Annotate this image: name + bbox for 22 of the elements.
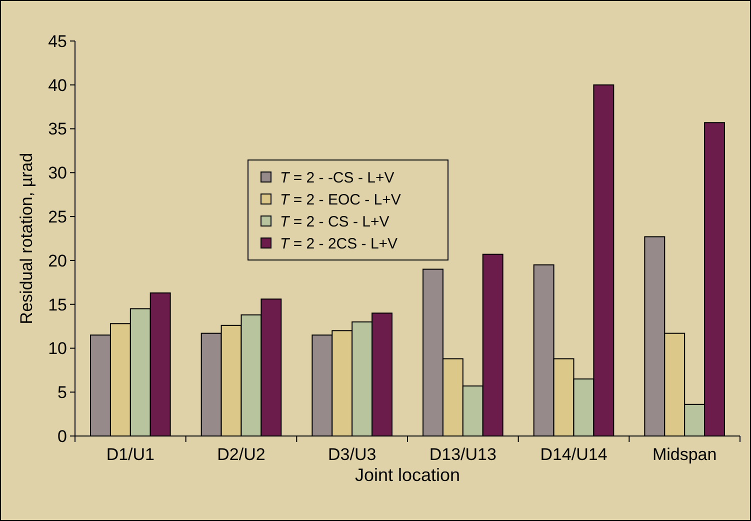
legend-label: T = 2 - CS - L+V	[280, 213, 390, 230]
x-axis-title: Joint location	[354, 465, 460, 485]
y-tick-label: 0	[58, 426, 67, 446]
y-tick-label: 40	[48, 76, 67, 95]
legend-label: T = 2 - -CS - L+V	[280, 169, 394, 186]
y-tick-label: 10	[48, 339, 67, 358]
x-tick-label: D3/U3	[328, 445, 376, 464]
x-tick-label: D2/U2	[217, 445, 266, 464]
y-tick-label: 20	[48, 251, 67, 270]
y-tick-label: 35	[48, 120, 67, 139]
y-tick-label: 5	[58, 383, 67, 402]
y-tick-label: 45	[48, 32, 67, 51]
y-axis-title: Residual rotation, µrad	[17, 152, 36, 324]
legend-label: T = 2 - EOC - L+V	[280, 191, 401, 208]
y-tick-label: 25	[48, 208, 67, 227]
x-tick-label: D1/U1	[106, 445, 155, 464]
legend-label: T = 2 - 2CS - L+V	[280, 235, 398, 252]
x-tick-label: Midspan	[652, 445, 717, 464]
y-tick-label: 15	[48, 295, 67, 314]
x-tick-label: D14/U14	[540, 445, 608, 464]
y-tick-label: 30	[48, 164, 67, 183]
x-tick-label: D13/U13	[429, 445, 496, 464]
